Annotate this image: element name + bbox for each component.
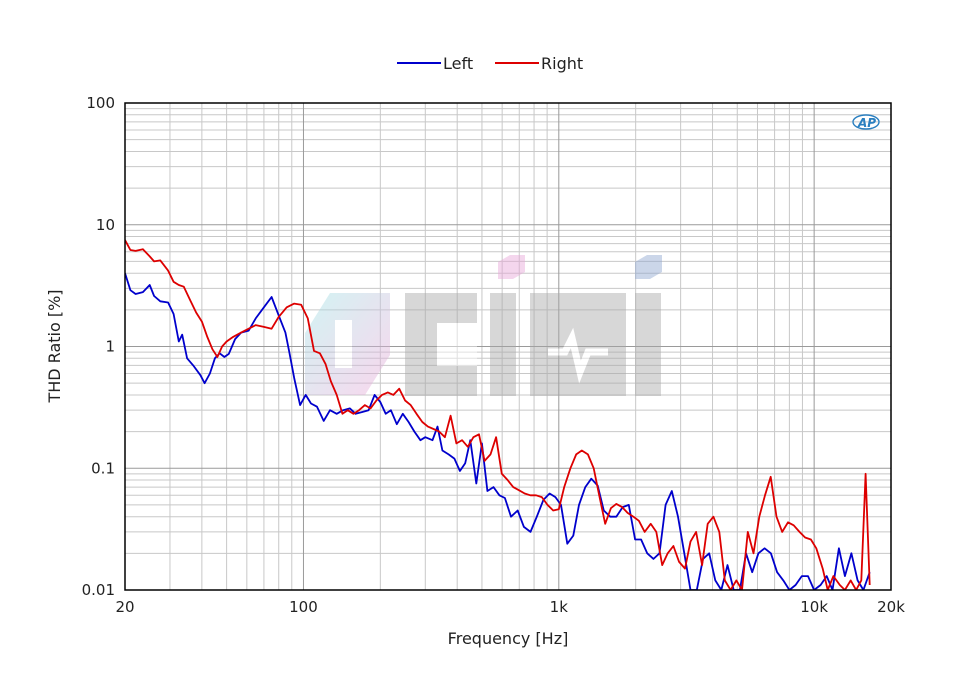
y-tick-labels: 0.01 0.1 1 10 100 bbox=[82, 94, 115, 599]
legend-label: Right bbox=[541, 54, 583, 73]
x-tick-label: 20k bbox=[877, 598, 905, 616]
cifi-watermark-logo bbox=[305, 255, 662, 396]
y-tick-label: 1 bbox=[105, 338, 115, 356]
series-layer bbox=[125, 239, 871, 590]
plot-frame bbox=[124, 102, 892, 591]
x-tick-label: 20 bbox=[115, 598, 134, 616]
series-line-left bbox=[125, 272, 871, 590]
x-tick-labels: 20 100 1k 10k 20k bbox=[115, 598, 905, 616]
series-line-right bbox=[125, 239, 871, 590]
svg-text:AP: AP bbox=[857, 116, 876, 130]
major-gridlines bbox=[125, 103, 891, 590]
y-tick-label: 100 bbox=[86, 94, 115, 112]
y-tick-label: 0.01 bbox=[82, 581, 115, 599]
legend-item-right: Right bbox=[495, 54, 583, 73]
legend-label: Left bbox=[443, 54, 473, 73]
x-axis-title: Frequency [Hz] bbox=[448, 629, 569, 648]
legend: Left Right bbox=[397, 54, 583, 73]
ap-logo-icon: AP bbox=[852, 114, 880, 130]
legend-item-left: Left bbox=[397, 54, 473, 73]
x-tick-label: 10k bbox=[800, 598, 828, 616]
x-tick-label: 1k bbox=[550, 598, 569, 616]
y-tick-label: 0.1 bbox=[91, 459, 115, 477]
y-tick-label: 10 bbox=[96, 216, 115, 234]
y-axis-title: THD Ratio [%] bbox=[45, 289, 64, 403]
x-tick-label: 100 bbox=[289, 598, 318, 616]
